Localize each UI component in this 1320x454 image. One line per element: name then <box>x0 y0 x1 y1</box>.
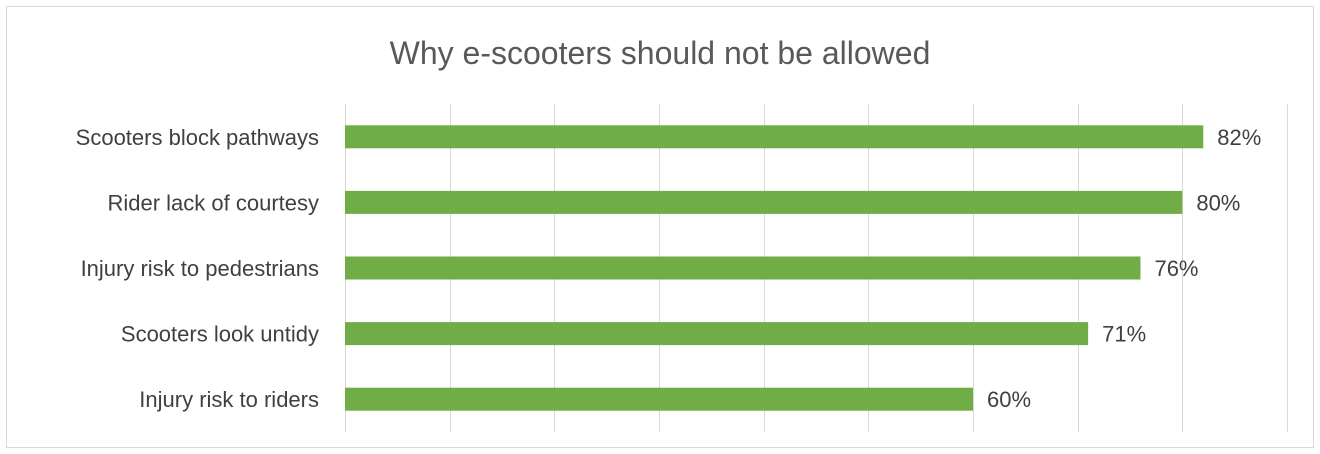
category-labels: Scooters block pathways Rider lack of cou… <box>76 125 319 412</box>
data-labels: 82% 80% 76% 71% 60% <box>987 125 1261 412</box>
bar <box>345 125 1204 149</box>
bar <box>345 322 1089 346</box>
bar <box>345 256 1141 280</box>
bars <box>345 125 1204 411</box>
bar <box>345 387 973 411</box>
data-label: 80% <box>1196 190 1240 215</box>
data-label: 60% <box>987 387 1031 412</box>
chart-title: Why e-scooters should not be allowed <box>390 35 931 71</box>
category-label: Scooters look untidy <box>121 322 319 347</box>
data-label: 82% <box>1217 125 1261 150</box>
gridlines <box>345 104 1288 432</box>
category-label: Injury risk to riders <box>139 387 319 412</box>
category-label: Injury risk to pedestrians <box>81 256 319 281</box>
category-label: Rider lack of courtesy <box>107 190 319 215</box>
data-label: 71% <box>1102 322 1146 347</box>
data-label: 76% <box>1154 256 1198 281</box>
category-label: Scooters block pathways <box>76 125 319 150</box>
bar <box>345 190 1183 214</box>
